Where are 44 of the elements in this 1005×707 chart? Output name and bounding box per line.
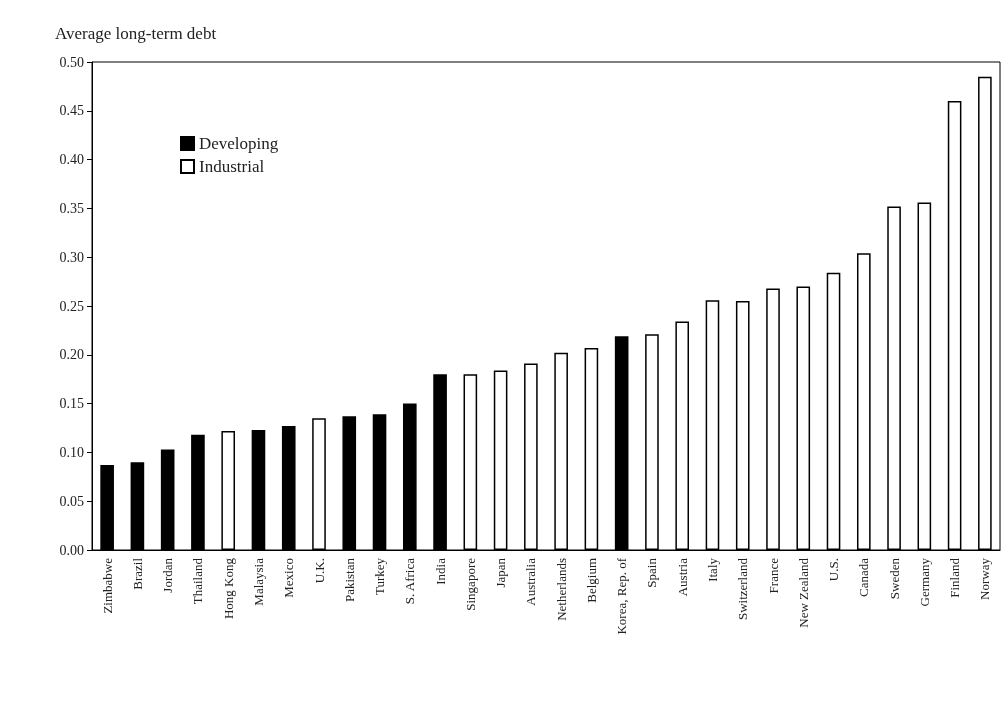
legend-label: Developing: [199, 134, 279, 153]
x-tick-label: Austria: [674, 557, 690, 597]
x-tick-label: Canada: [856, 557, 872, 597]
x-tick-label: U.K.: [311, 558, 327, 584]
x-tick-label: Germany: [916, 557, 932, 607]
y-tick-label: 0.35: [59, 200, 84, 216]
x-tick-label: Netherlands: [553, 558, 569, 621]
x-tick-label: Australia: [523, 557, 539, 606]
y-axis-title: Average long-term debt: [55, 24, 217, 43]
x-tick-label: France: [765, 557, 781, 594]
y-tick-label: 0.30: [59, 249, 84, 265]
x-tick-label: Mexico: [281, 558, 297, 598]
x-tick-label: Italy: [704, 557, 720, 582]
x-tick-label: Sweden: [886, 557, 902, 600]
x-tick-label: Belgium: [583, 558, 599, 603]
x-tick-label: India: [432, 557, 448, 585]
x-tick-label: S. Africa: [402, 557, 418, 605]
y-tick-label: 0.50: [59, 54, 84, 70]
x-tick-label: Singapore: [462, 557, 478, 611]
x-tick-label: Malaysia: [250, 557, 266, 606]
x-tick-label: Jordan: [160, 557, 176, 593]
y-tick-label: 0.25: [59, 298, 84, 314]
x-tick-label: Hong Kong: [220, 557, 236, 620]
x-tick-label: Turkey: [372, 557, 388, 596]
x-tick-label: Spain: [644, 557, 660, 588]
x-tick-label: Switzerland: [735, 557, 751, 621]
legend-label: Industrial: [199, 157, 265, 176]
y-tick-label: 0.05: [59, 493, 84, 509]
y-tick-label: 0.45: [59, 103, 84, 119]
x-tick-label: Brazil: [129, 557, 145, 590]
x-tick-label: Korea, Rep. of: [614, 557, 630, 635]
x-tick-label: Finland: [947, 557, 963, 598]
x-tick-label: Japan: [493, 557, 509, 588]
x-tick-label: Pakistan: [341, 557, 357, 603]
x-tick-label: U.S.: [826, 558, 842, 582]
x-tick-label: New Zealand: [795, 557, 811, 628]
y-tick-label: 0.15: [59, 396, 84, 412]
y-tick-label: 0.40: [59, 152, 84, 168]
y-tick-label: 0.20: [59, 347, 84, 363]
y-tick-label: 0.10: [59, 444, 84, 460]
x-tick-label: Norway: [977, 557, 993, 600]
x-tick-label: Thailand: [190, 557, 206, 605]
x-tick-label: Zimbabwe: [99, 557, 115, 614]
y-tick-label: 0.00: [59, 542, 84, 558]
